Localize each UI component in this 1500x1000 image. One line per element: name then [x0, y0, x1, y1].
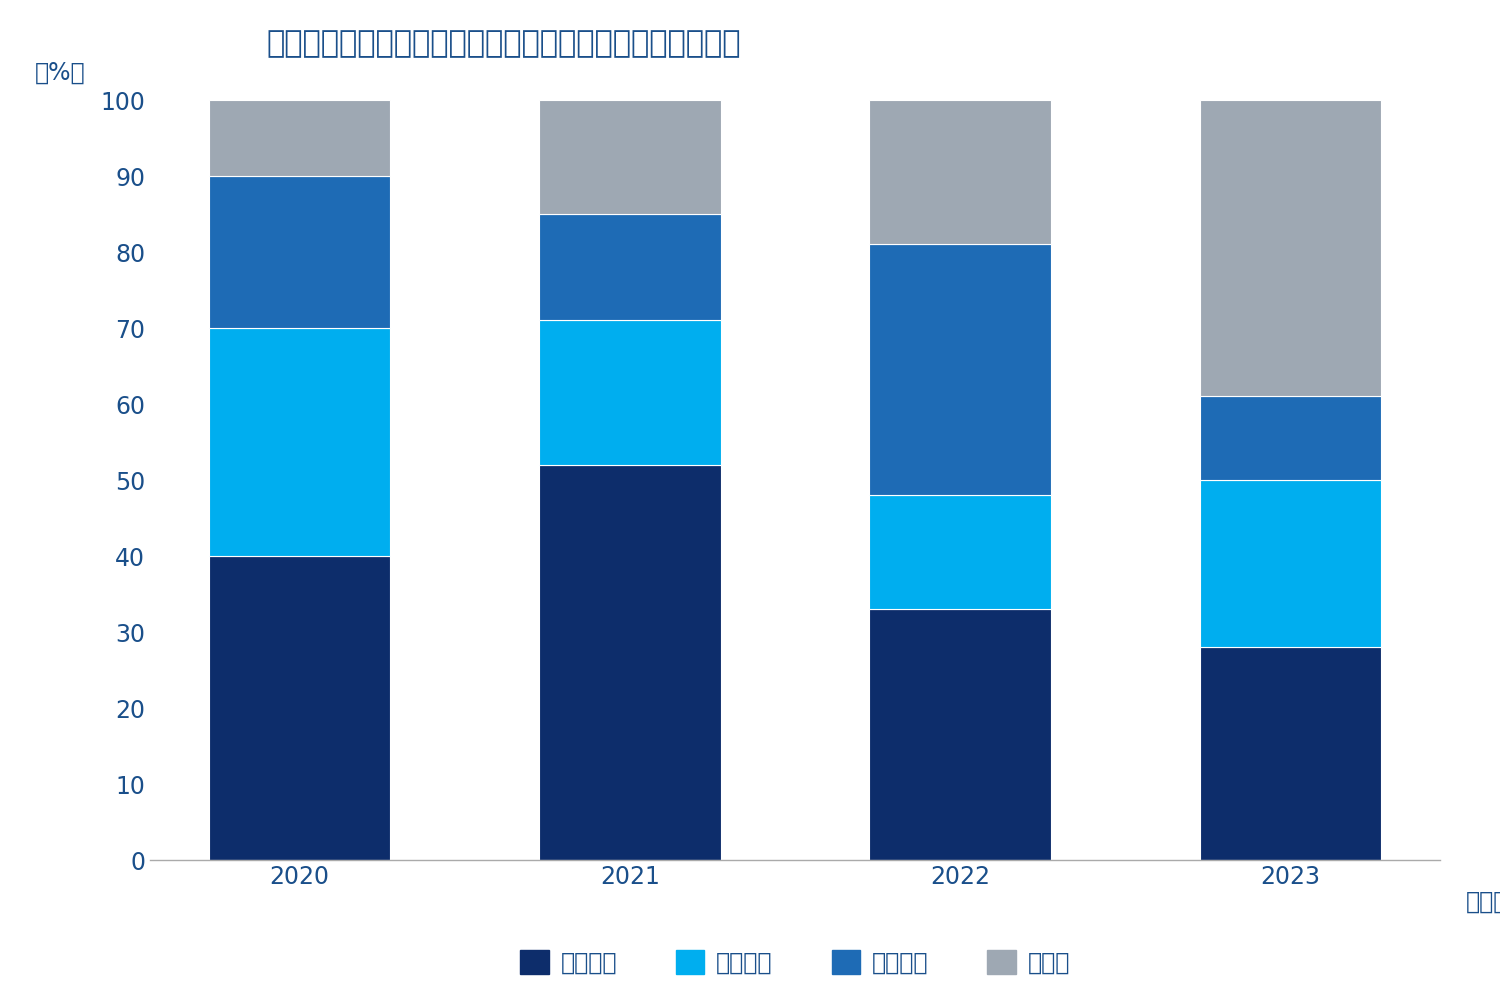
- Bar: [538, 214, 720, 320]
- Bar: [870, 244, 1052, 495]
- Bar: [209, 328, 390, 556]
- Legend: 会計不正, 横領着服, 品質不正, その他: 会計不正, 横領着服, 品質不正, その他: [512, 940, 1078, 984]
- Bar: [538, 100, 720, 214]
- Bar: [870, 609, 1052, 860]
- Bar: [209, 176, 390, 328]
- Bar: [209, 556, 390, 860]
- Bar: [870, 100, 1052, 244]
- Bar: [209, 100, 390, 176]
- Text: （%）: （%）: [34, 61, 86, 85]
- Bar: [1200, 396, 1382, 480]
- Text: 内部通報制度が機能しかなったと指摘があった不正の種類: 内部通報制度が機能しかなったと指摘があった不正の種類: [266, 29, 741, 58]
- Bar: [538, 320, 720, 465]
- Bar: [870, 495, 1052, 609]
- Text: （年）: （年）: [1466, 890, 1500, 914]
- Bar: [1200, 100, 1382, 396]
- Bar: [538, 465, 720, 860]
- Bar: [1200, 647, 1382, 860]
- Bar: [1200, 480, 1382, 647]
